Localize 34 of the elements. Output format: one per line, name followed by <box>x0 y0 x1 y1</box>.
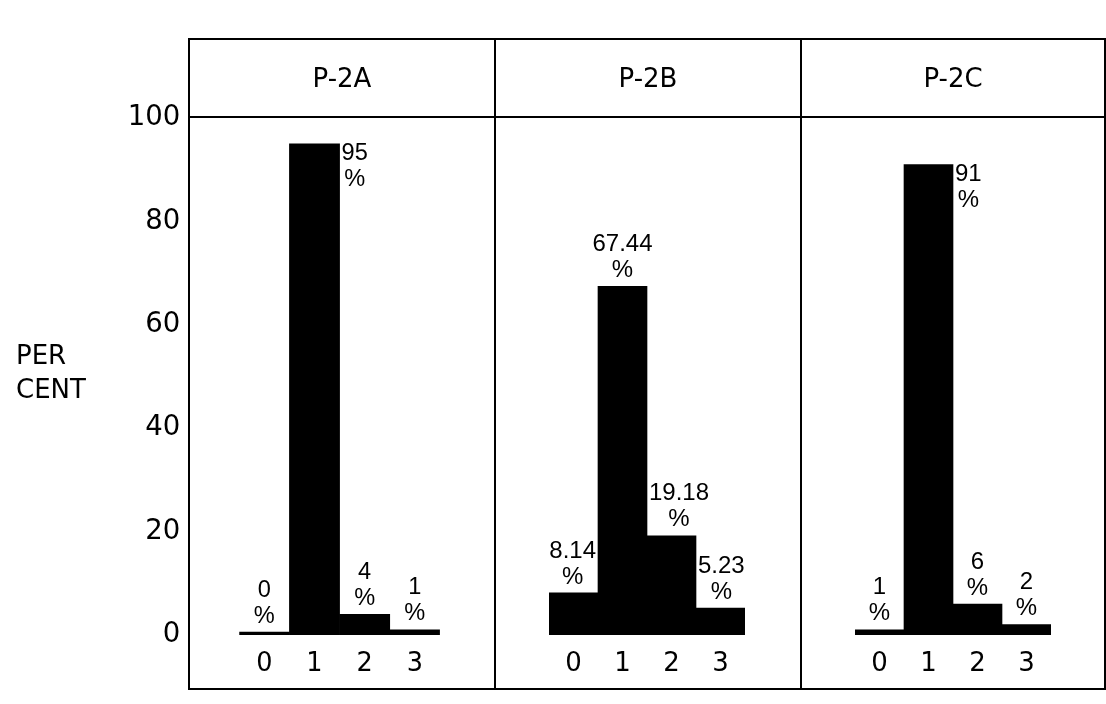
y-tick-label: 20 <box>145 512 181 546</box>
data-label: 6 % <box>966 546 989 600</box>
data-label: 4 % <box>354 556 376 610</box>
x-tick-label: 1 <box>306 647 323 678</box>
y-axis-title: PER CENT <box>16 339 87 406</box>
x-tick-label: 1 <box>920 647 937 678</box>
data-label: 8.14 % <box>549 535 596 589</box>
x-tick-label: 0 <box>565 647 582 678</box>
data-label: 5.23 % <box>698 550 745 604</box>
data-label: 1 % <box>868 572 891 626</box>
x-tick-label: 2 <box>663 647 680 678</box>
data-label: 95 % <box>341 138 368 192</box>
y-tick-label: 0 <box>162 616 181 650</box>
data-label: 2 % <box>1015 567 1038 621</box>
data-label: 67.44 % <box>592 228 653 282</box>
x-tick-label: 0 <box>256 647 273 678</box>
data-label: 0 % <box>253 574 275 628</box>
data-label: 19.18 % <box>649 478 710 532</box>
x-tick-label: 1 <box>614 647 631 678</box>
chart-title: P-2B <box>494 38 800 118</box>
data-label: 91 % <box>955 159 982 213</box>
x-tick-label: 0 <box>871 647 888 678</box>
y-tick-label: 100 <box>127 99 181 133</box>
y-tick-label: 60 <box>145 305 181 340</box>
y-tick-label: 80 <box>145 202 181 236</box>
x-tick-label: 2 <box>969 647 986 678</box>
x-tick-label: 3 <box>1018 647 1035 678</box>
data-label: 1 % <box>404 572 426 626</box>
x-tick-label: 3 <box>712 647 729 678</box>
chart-title: P-2A <box>188 38 494 118</box>
y-tick-label: 40 <box>145 409 181 443</box>
x-tick-label: 2 <box>356 647 373 678</box>
x-tick-label: 3 <box>406 647 423 678</box>
chart-title: P-2C <box>800 38 1106 118</box>
